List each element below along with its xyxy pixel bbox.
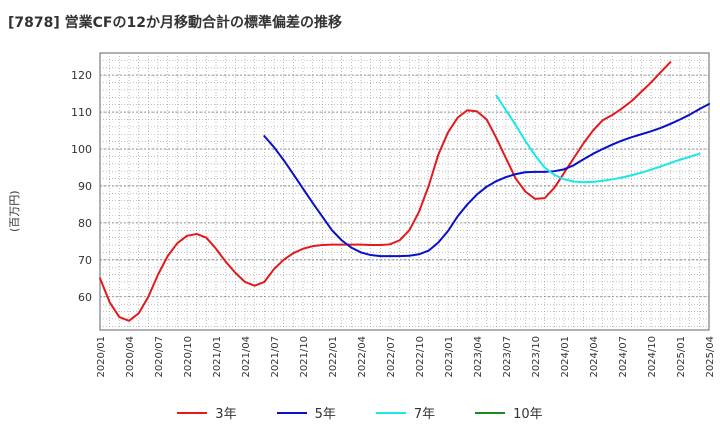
y-tick-label: 60 — [78, 291, 92, 304]
y-tick-label: 70 — [78, 254, 92, 267]
legend-item: 7年 — [375, 403, 436, 422]
x-tick-label: 2022/07 — [386, 336, 397, 378]
legend-item: 10年 — [475, 403, 543, 422]
x-tick-label: 2022/01 — [328, 336, 339, 378]
x-tick-label: 2024/04 — [589, 336, 600, 378]
x-tick-label: 2024/10 — [647, 336, 658, 378]
x-tick-labels: 2020/01 2020/04 2020/07 2020/10 2021/01 2021/… — [96, 336, 716, 378]
legend-swatch — [375, 411, 406, 414]
x-tick-label: 2023/04 — [473, 336, 484, 378]
y-tick-labels: 60 70 80 90 100 110 120 — [71, 69, 92, 304]
plot-area — [99, 52, 710, 331]
legend-swatch — [475, 411, 506, 414]
series-line — [495, 94, 701, 184]
x-tick-label: 2020/01 — [96, 336, 107, 378]
x-tick-label: 2021/01 — [212, 336, 223, 378]
legend-item: 3年 — [177, 403, 237, 422]
x-tick-label: 2021/04 — [241, 336, 252, 378]
y-tick-label: 120 — [71, 69, 92, 82]
x-tick-label: 2023/01 — [444, 336, 455, 378]
x-tick-label: 2020/04 — [125, 336, 136, 378]
legend-swatch — [177, 411, 208, 414]
x-tick-label: 2021/10 — [299, 336, 310, 378]
legend-label: 3年 — [215, 407, 237, 422]
x-tick-label: 2025/01 — [676, 336, 687, 378]
y-tick-label: 100 — [71, 143, 92, 156]
x-tick-label: 2020/10 — [183, 336, 194, 378]
series-line — [263, 102, 710, 258]
legend-label: 5年 — [314, 407, 336, 422]
legend-swatch — [276, 411, 307, 414]
x-tick-label: 2022/04 — [357, 336, 368, 378]
x-tick-label: 2025/04 — [705, 336, 716, 378]
grid — [100, 53, 709, 330]
x-tick-label: 2024/07 — [618, 336, 629, 378]
series-lines — [99, 61, 710, 322]
x-tick-label: 2023/10 — [531, 336, 542, 378]
legend: 3年 5年 7年 10年 — [0, 403, 720, 422]
legend-item: 5年 — [276, 403, 336, 422]
y-tick-label: 110 — [71, 106, 92, 119]
y-tick-label: 90 — [78, 180, 92, 193]
x-tick-label: 2024/01 — [560, 336, 571, 378]
series-line — [99, 61, 672, 322]
chart-title: [7878] 営業CFの12か月移動合計の標準偏差の推移 — [8, 15, 342, 31]
x-tick-label: 2020/07 — [154, 336, 165, 378]
legend-label: 10年 — [513, 407, 543, 422]
x-tick-label: 2021/07 — [270, 336, 281, 378]
x-tick-label: 2022/10 — [415, 336, 426, 378]
x-tick-label: 2023/07 — [502, 336, 513, 378]
y-tick-label: 80 — [78, 217, 92, 230]
legend-label: 7年 — [413, 407, 436, 422]
